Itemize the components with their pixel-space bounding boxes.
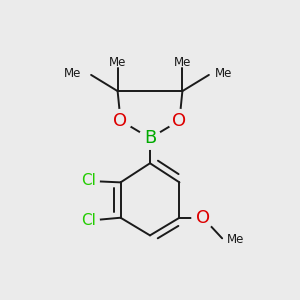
Circle shape (77, 170, 99, 192)
Text: O: O (113, 112, 128, 130)
Text: B: B (144, 129, 156, 147)
Circle shape (110, 110, 132, 132)
Circle shape (192, 207, 214, 229)
Text: O: O (196, 209, 210, 227)
Circle shape (139, 127, 161, 149)
Text: Me: Me (109, 56, 126, 69)
Text: O: O (172, 112, 187, 130)
Text: Me: Me (64, 67, 82, 80)
Text: Me: Me (174, 56, 191, 69)
Text: Me: Me (215, 67, 233, 80)
Text: Cl: Cl (81, 173, 96, 188)
Circle shape (168, 110, 190, 132)
Text: Me: Me (226, 233, 244, 246)
Text: Cl: Cl (81, 213, 96, 228)
Circle shape (77, 210, 99, 232)
